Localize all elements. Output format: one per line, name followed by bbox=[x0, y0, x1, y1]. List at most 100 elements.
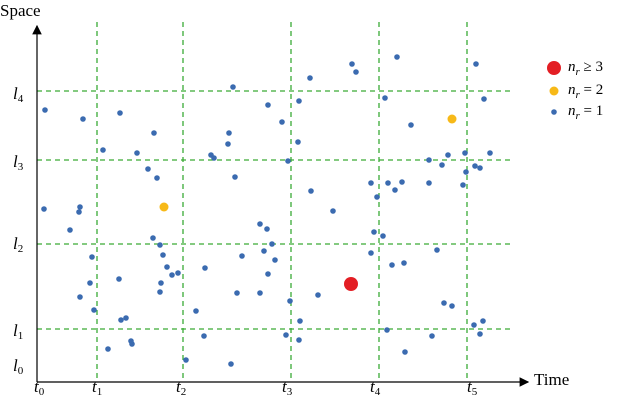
event-single bbox=[472, 163, 478, 169]
event-single bbox=[257, 221, 263, 227]
legend-marker bbox=[551, 109, 557, 115]
event-single bbox=[471, 322, 477, 328]
legend-marker bbox=[547, 61, 561, 75]
event-single bbox=[371, 229, 377, 235]
event-single bbox=[401, 260, 407, 266]
event-single bbox=[116, 276, 122, 282]
event-single bbox=[265, 102, 271, 108]
event-single bbox=[392, 187, 398, 193]
event-single bbox=[473, 61, 479, 67]
event-single bbox=[287, 298, 293, 304]
time-label: t4 bbox=[370, 377, 381, 398]
space-label: l4 bbox=[13, 84, 24, 105]
event-single bbox=[157, 242, 163, 248]
time-label: t3 bbox=[282, 377, 293, 398]
event-single bbox=[154, 175, 160, 181]
event-single bbox=[272, 257, 278, 263]
event-single bbox=[368, 250, 374, 256]
event-single bbox=[477, 331, 483, 337]
event-single bbox=[297, 318, 303, 324]
event-single bbox=[283, 332, 289, 338]
event-single bbox=[374, 194, 380, 200]
legend-marker bbox=[549, 86, 559, 96]
legend-label: nr ≥ 3 bbox=[568, 59, 603, 77]
event-single bbox=[202, 265, 208, 271]
event-single bbox=[463, 169, 469, 175]
event-single bbox=[285, 158, 291, 164]
event-double bbox=[159, 202, 169, 212]
event-single bbox=[434, 247, 440, 253]
event-single bbox=[261, 248, 267, 254]
event-single bbox=[193, 308, 199, 314]
event-single bbox=[105, 346, 111, 352]
event-single bbox=[426, 180, 432, 186]
event-single bbox=[41, 206, 47, 212]
event-single bbox=[295, 139, 301, 145]
event-single bbox=[183, 357, 189, 363]
event-single bbox=[76, 209, 82, 215]
space-label: l3 bbox=[13, 152, 24, 173]
event-single bbox=[462, 150, 468, 156]
event-single bbox=[234, 290, 240, 296]
event-single bbox=[279, 119, 285, 125]
legend-label: nr = 2 bbox=[568, 82, 603, 100]
event-single bbox=[239, 253, 245, 259]
grid bbox=[37, 22, 512, 382]
time-label: t5 bbox=[467, 377, 478, 398]
event-single bbox=[408, 122, 414, 128]
event-single bbox=[445, 152, 451, 158]
event-single bbox=[151, 130, 157, 136]
event-single bbox=[145, 166, 151, 172]
event-single bbox=[349, 61, 355, 67]
event-single bbox=[269, 241, 275, 247]
time-label: t1 bbox=[92, 377, 102, 398]
event-single bbox=[77, 294, 83, 300]
event-single bbox=[265, 271, 271, 277]
event-single bbox=[429, 333, 435, 339]
event-single bbox=[368, 180, 374, 186]
event-single bbox=[91, 307, 97, 313]
event-single bbox=[481, 96, 487, 102]
event-single bbox=[480, 318, 486, 324]
event-single bbox=[67, 227, 73, 233]
y-axis-label: Space bbox=[0, 1, 41, 20]
event-single bbox=[389, 262, 395, 268]
event-single bbox=[402, 349, 408, 355]
event-single bbox=[117, 110, 123, 116]
event-single bbox=[449, 303, 455, 309]
event-single bbox=[77, 204, 83, 210]
event-single bbox=[232, 174, 238, 180]
event-single bbox=[225, 141, 231, 147]
event-single bbox=[384, 327, 390, 333]
event-single bbox=[134, 150, 140, 156]
time-label: t2 bbox=[176, 377, 186, 398]
event-single bbox=[128, 338, 134, 344]
event-single bbox=[118, 317, 124, 323]
event-single bbox=[123, 315, 129, 321]
event-single bbox=[228, 361, 234, 367]
event-single bbox=[264, 226, 270, 232]
event-single bbox=[89, 254, 95, 260]
event-single bbox=[164, 264, 170, 270]
event-single bbox=[157, 289, 163, 295]
event-single bbox=[169, 272, 175, 278]
space-label: l1 bbox=[13, 321, 23, 342]
event-single bbox=[87, 280, 93, 286]
space-label: l0 bbox=[13, 356, 24, 377]
event-single bbox=[226, 130, 232, 136]
event-single bbox=[307, 75, 313, 81]
event-single bbox=[175, 270, 181, 276]
space-label: l2 bbox=[13, 234, 23, 255]
event-single bbox=[201, 333, 207, 339]
event-single bbox=[150, 235, 156, 241]
event-single bbox=[477, 165, 483, 171]
event-single bbox=[296, 98, 302, 104]
event-single bbox=[80, 116, 86, 122]
event-single bbox=[308, 188, 314, 194]
event-single bbox=[257, 290, 263, 296]
event-multiple bbox=[344, 277, 358, 291]
event-single bbox=[315, 292, 321, 298]
event-single bbox=[42, 107, 48, 113]
event-single bbox=[296, 337, 302, 343]
